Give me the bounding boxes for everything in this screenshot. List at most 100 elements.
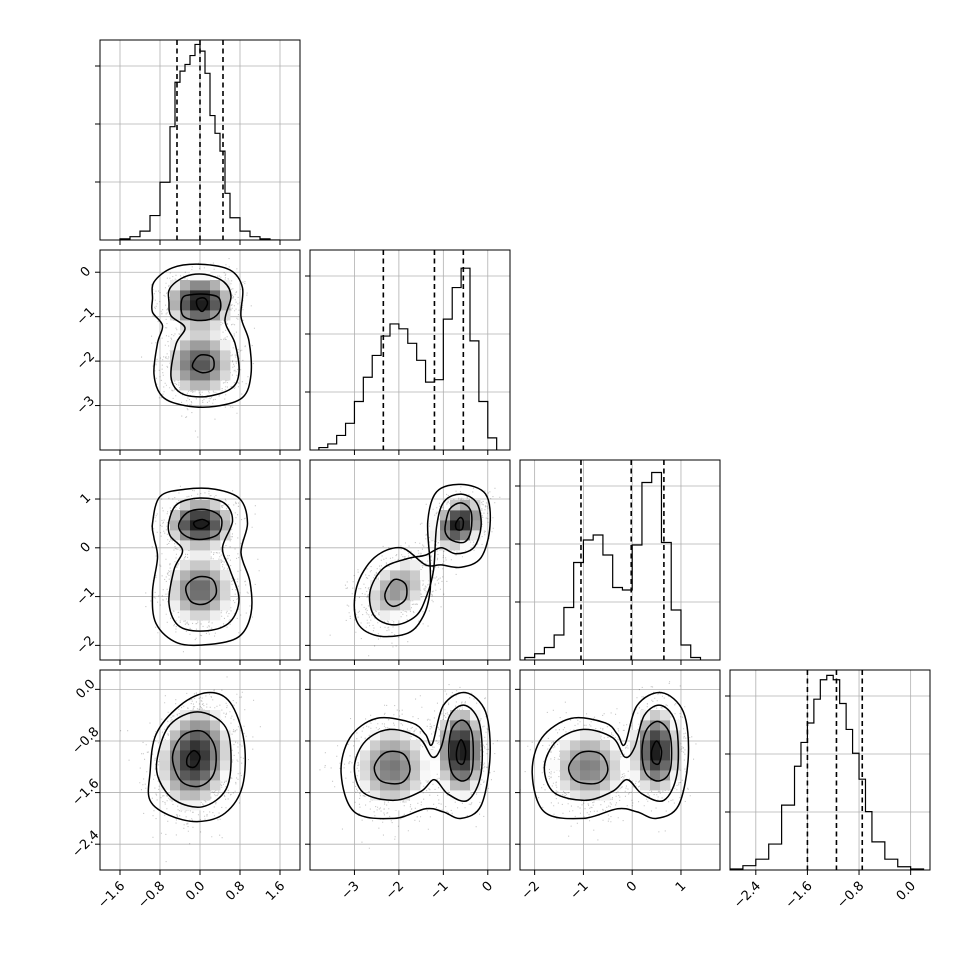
histogram-3: [730, 674, 925, 870]
density-cell: [470, 510, 481, 521]
contour-line: [353, 704, 484, 803]
density-cell: [610, 780, 621, 791]
density-cell: [200, 600, 211, 611]
density-cell: [210, 510, 221, 521]
density-cell: [200, 340, 211, 351]
contour-line: [150, 263, 253, 408]
density-cell: [160, 780, 171, 791]
density-cell: [190, 300, 201, 311]
panel-2-0: −2 −1 0 1: [74, 459, 301, 665]
contour-line: [155, 711, 232, 808]
density-cell: [200, 330, 211, 341]
density-cell: [460, 740, 471, 751]
density-cell: [380, 780, 391, 791]
density-cell: [220, 510, 231, 521]
density-cell: [450, 790, 461, 801]
density-cell: [450, 720, 461, 731]
panel-1-1: [305, 249, 511, 455]
density-cell: [370, 580, 381, 591]
density-cell: [220, 580, 231, 591]
density-cell: [200, 370, 211, 381]
histogram-1: [318, 267, 498, 450]
density-cell: [170, 310, 181, 321]
density-cell: [380, 730, 391, 741]
density-cell: [220, 570, 231, 581]
density-cell: [580, 740, 591, 751]
density-cell: [410, 570, 421, 581]
density-cell: [180, 790, 191, 801]
contour-line: [147, 691, 247, 823]
density-cell: [210, 570, 221, 581]
density-cell: [580, 780, 591, 791]
density-cell: [170, 370, 181, 381]
density-cell: [450, 750, 461, 761]
density-cell: [420, 570, 431, 581]
x-tick-label: −0.8: [135, 879, 168, 912]
density-cell: [180, 770, 191, 781]
density-cell: [190, 590, 201, 601]
density-cell: [590, 790, 601, 801]
density-cell: [410, 740, 421, 751]
y-tick-label: −2: [74, 633, 98, 657]
density-cell: [610, 760, 621, 771]
density-cell: [170, 600, 181, 611]
density-cell: [190, 340, 201, 351]
contour-line: [191, 353, 215, 374]
density-cell: [450, 760, 461, 771]
density-cell: [670, 750, 681, 761]
density-cell: [220, 730, 231, 741]
density-cell: [360, 750, 371, 761]
density-cell: [660, 710, 671, 721]
panel-frame: [99, 669, 301, 871]
density-cell: [650, 780, 661, 791]
density-cell: [210, 280, 221, 291]
density-cell: [400, 600, 411, 611]
density-cell: [470, 710, 481, 721]
x-tick-label: −1.6: [95, 879, 128, 912]
density-cell: [660, 750, 671, 761]
density-cell: [650, 740, 661, 751]
density-cell: [630, 750, 641, 761]
density-cell: [390, 780, 401, 791]
density-cell: [660, 740, 671, 751]
density-cell: [200, 610, 211, 621]
density-cell: [190, 770, 201, 781]
density-cell: [440, 720, 451, 731]
density-cell: [410, 580, 421, 591]
density-cell: [200, 570, 211, 581]
density-cell: [190, 510, 201, 521]
panel-3-1: −3 −2 −1 0: [305, 669, 511, 903]
density-cell: [220, 520, 231, 531]
density-cell: [460, 770, 471, 781]
y-tick-label: −1: [74, 305, 98, 329]
density-cell: [180, 360, 191, 371]
density-cell: [190, 280, 201, 291]
density-cell: [610, 740, 621, 751]
density-cell: [170, 730, 181, 741]
contour-line: [151, 487, 253, 647]
panel-2-2: [515, 459, 721, 665]
density-cell: [160, 760, 171, 771]
density-cell: [440, 510, 451, 521]
density-cell: [440, 540, 451, 551]
density-cell: [390, 760, 401, 771]
contour-line: [384, 578, 408, 608]
density-cell: [180, 330, 191, 341]
density-cell: [170, 360, 181, 371]
density-cell: [220, 760, 231, 771]
panel-0-0: [95, 39, 301, 245]
density-cell: [190, 800, 201, 811]
density-cell: [180, 350, 191, 361]
density-cell: [210, 740, 221, 751]
density-cell: [190, 500, 201, 511]
density-cell: [630, 770, 641, 781]
density-cell: [400, 790, 411, 801]
density-cell: [370, 750, 381, 761]
contour-line: [368, 493, 482, 626]
density-cell: [570, 750, 581, 761]
density-cell: [200, 310, 211, 321]
density-cell: [180, 760, 191, 771]
density-cell: [630, 760, 641, 771]
density-cell: [590, 750, 601, 761]
density-cell: [200, 320, 211, 331]
